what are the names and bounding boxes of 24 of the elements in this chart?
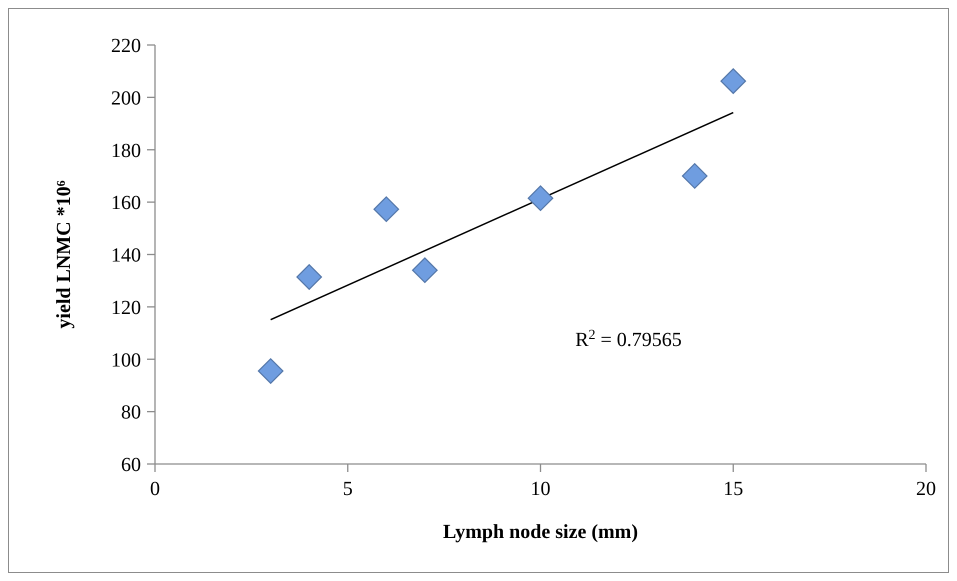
y-axis-title: yield LNMC *10⁶ [53,180,75,329]
annotation: R$^{2}$ = 0.79565 [575,328,682,352]
point [296,264,322,290]
x-tick-label: 0 [150,478,160,500]
x-tick-label: 20 [916,478,936,500]
point [528,185,554,212]
x-tick-label: 5 [342,478,353,500]
x-tick-label: 10 [530,478,550,500]
point [720,68,746,94]
point [258,358,284,384]
x-axis-title: Lymph node size (mm) [443,521,638,543]
point [373,196,400,222]
point [412,257,438,284]
y-tick-label: 180 [111,140,141,162]
y-tick-label: 120 [111,296,141,319]
y-tick-label: 100 [111,349,141,372]
x-tick-label: 15 [723,478,744,500]
y-tick-label: 80 [121,402,141,424]
y-tick-label: 200 [111,87,141,110]
point [682,163,708,189]
y-tick-label: 140 [111,244,141,266]
y-tick-label: 60 [121,454,141,476]
y-tick-label: 160 [111,192,141,214]
y-tick-label: 220 [111,35,141,57]
